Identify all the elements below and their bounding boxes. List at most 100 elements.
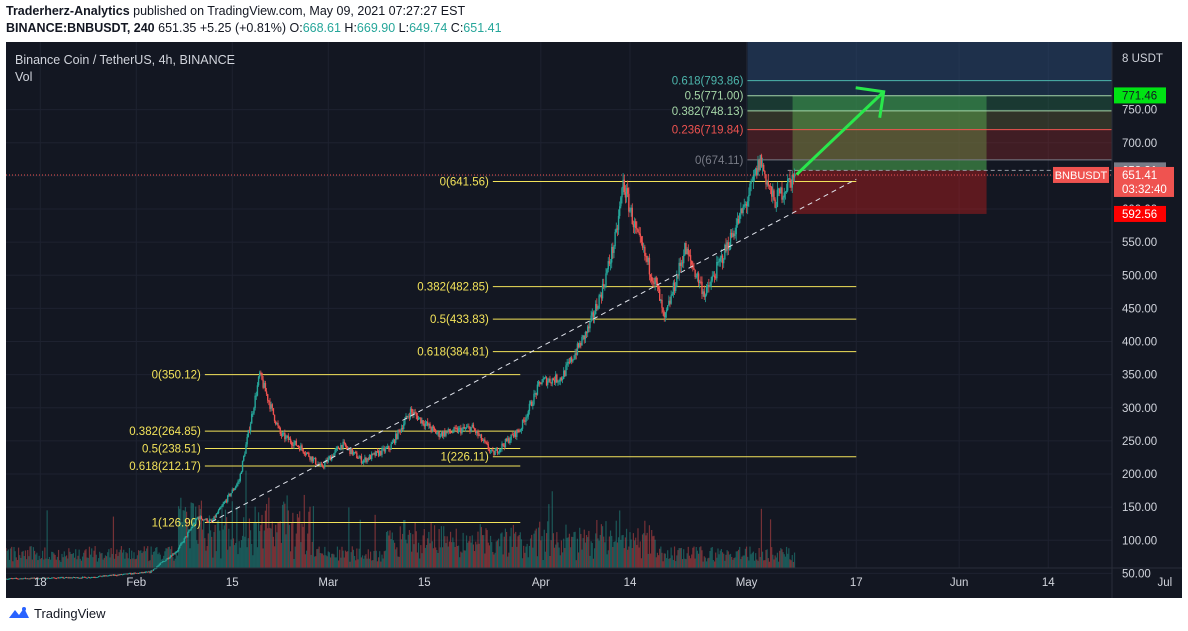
volume-bar bbox=[214, 524, 216, 568]
y-tick-label: 750.00 bbox=[1122, 105, 1157, 117]
candle-body bbox=[20, 578, 22, 580]
volume-bar bbox=[652, 536, 654, 568]
candle-body bbox=[500, 448, 502, 450]
candle-body bbox=[606, 269, 608, 274]
volume-bar bbox=[614, 541, 616, 568]
candle-body bbox=[15, 578, 17, 579]
candle-body bbox=[27, 578, 29, 580]
volume-bar bbox=[391, 532, 393, 568]
y-tick-label: 250.00 bbox=[1122, 436, 1157, 448]
volume-bar bbox=[43, 559, 45, 568]
candle-body bbox=[115, 574, 117, 576]
volume-bar bbox=[78, 549, 80, 568]
candle-body bbox=[491, 449, 493, 451]
tradingview-logo-icon[interactable] bbox=[8, 606, 30, 620]
volume-bar bbox=[446, 536, 448, 568]
volume-bar bbox=[467, 542, 469, 568]
volume-bar bbox=[713, 561, 716, 568]
volume-bar bbox=[681, 559, 684, 568]
volume-bar bbox=[65, 555, 68, 568]
candle-body bbox=[428, 423, 430, 426]
candle-body bbox=[555, 374, 557, 383]
x-tick-label: May bbox=[736, 577, 758, 589]
volume-bar bbox=[191, 502, 193, 568]
volume-bar bbox=[519, 532, 521, 568]
candle-body bbox=[237, 481, 239, 485]
volume-bar bbox=[692, 547, 694, 568]
candle-body bbox=[223, 502, 225, 504]
candle-body bbox=[392, 439, 395, 443]
volume-bar bbox=[567, 537, 569, 568]
volume-bar bbox=[164, 551, 166, 568]
candle-body bbox=[693, 268, 695, 270]
volume-bar bbox=[151, 554, 153, 568]
volume-bar bbox=[261, 514, 263, 568]
candle-body bbox=[247, 430, 249, 438]
y-tick-label: 550.00 bbox=[1122, 237, 1157, 249]
candle-body bbox=[504, 438, 507, 447]
volume-bar bbox=[710, 547, 712, 568]
candle-body bbox=[21, 578, 23, 580]
volume-bar bbox=[471, 535, 473, 568]
volume-bar bbox=[36, 552, 38, 568]
volume-bar bbox=[316, 549, 318, 568]
author-name[interactable]: Traderherz-Analytics bbox=[6, 4, 130, 18]
volume-bar bbox=[304, 554, 307, 568]
candle-body bbox=[208, 520, 211, 522]
volume-bar bbox=[489, 535, 492, 568]
candle-body bbox=[601, 284, 604, 299]
volume-bar bbox=[683, 549, 685, 568]
candle-body bbox=[19, 578, 21, 580]
volume-bar bbox=[737, 549, 740, 568]
y-tick-label: 150.00 bbox=[1122, 502, 1157, 514]
candle-body bbox=[456, 428, 459, 433]
candle-body bbox=[387, 445, 389, 448]
volume-bar bbox=[295, 533, 297, 568]
price-chart[interactable]: 0(350.12) 0.382(264.85) 0.5(238.51) 0.618(2… bbox=[6, 42, 1182, 598]
tradingview-brand[interactable]: TradingView bbox=[34, 605, 106, 621]
candle-body bbox=[191, 526, 193, 529]
candle-body bbox=[432, 426, 435, 429]
volume-bar bbox=[311, 541, 313, 568]
candle-body bbox=[133, 572, 135, 575]
candle-body bbox=[245, 444, 247, 454]
fib-level-label: 0.618(793.86) bbox=[672, 76, 744, 88]
candle-body bbox=[320, 463, 323, 465]
candle-body bbox=[728, 248, 731, 250]
candle-body bbox=[654, 277, 656, 284]
candle-body bbox=[573, 358, 575, 360]
candle-body bbox=[80, 577, 83, 579]
candle-body bbox=[317, 464, 319, 465]
chart-panel[interactable]: 0(350.12) 0.382(264.85) 0.5(238.51) 0.618(2… bbox=[6, 42, 1182, 598]
candle-body bbox=[725, 244, 727, 251]
volume-bar bbox=[563, 538, 565, 568]
candle-body bbox=[225, 500, 228, 502]
volume-bar bbox=[579, 527, 581, 568]
candle-body bbox=[597, 308, 599, 310]
candle-body bbox=[451, 432, 453, 434]
volume-bar bbox=[773, 559, 775, 568]
volume-bar bbox=[763, 560, 765, 568]
volume-bar bbox=[672, 559, 675, 568]
volume-bar bbox=[105, 556, 108, 568]
candle-body bbox=[299, 447, 301, 451]
candle-body bbox=[207, 521, 209, 523]
volume-bar bbox=[54, 554, 56, 568]
candle-body bbox=[323, 466, 325, 468]
candle-body bbox=[643, 246, 645, 248]
volume-bar bbox=[121, 552, 124, 568]
volume-bar bbox=[376, 561, 379, 568]
candle-body bbox=[148, 571, 150, 573]
volume-bar bbox=[543, 529, 545, 568]
low-value: 649.74 bbox=[409, 21, 448, 35]
candle-body bbox=[469, 426, 471, 432]
volume-bar bbox=[364, 555, 366, 568]
volume-bar bbox=[6, 548, 7, 568]
volume-bar bbox=[313, 556, 316, 568]
volume-bar bbox=[624, 537, 627, 568]
volume-bar bbox=[740, 559, 742, 568]
candle-body bbox=[519, 430, 521, 432]
candle-body bbox=[527, 411, 529, 417]
volume-bar bbox=[573, 532, 575, 568]
candle-body bbox=[751, 180, 753, 182]
